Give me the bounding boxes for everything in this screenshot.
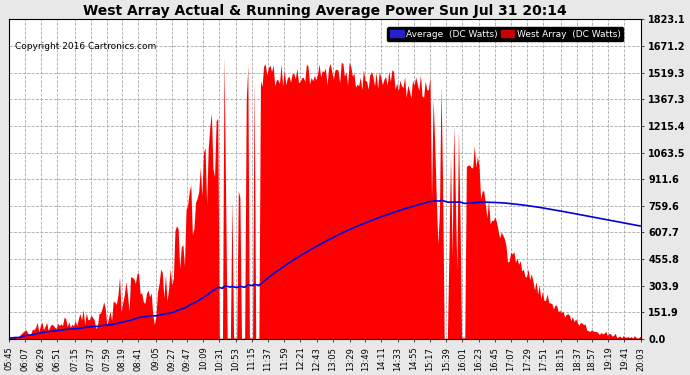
Title: West Array Actual & Running Average Power Sun Jul 31 20:14: West Array Actual & Running Average Powe… — [83, 4, 566, 18]
Text: Copyright 2016 Cartronics.com: Copyright 2016 Cartronics.com — [15, 42, 156, 51]
Legend: Average  (DC Watts), West Array  (DC Watts): Average (DC Watts), West Array (DC Watts… — [387, 27, 624, 42]
